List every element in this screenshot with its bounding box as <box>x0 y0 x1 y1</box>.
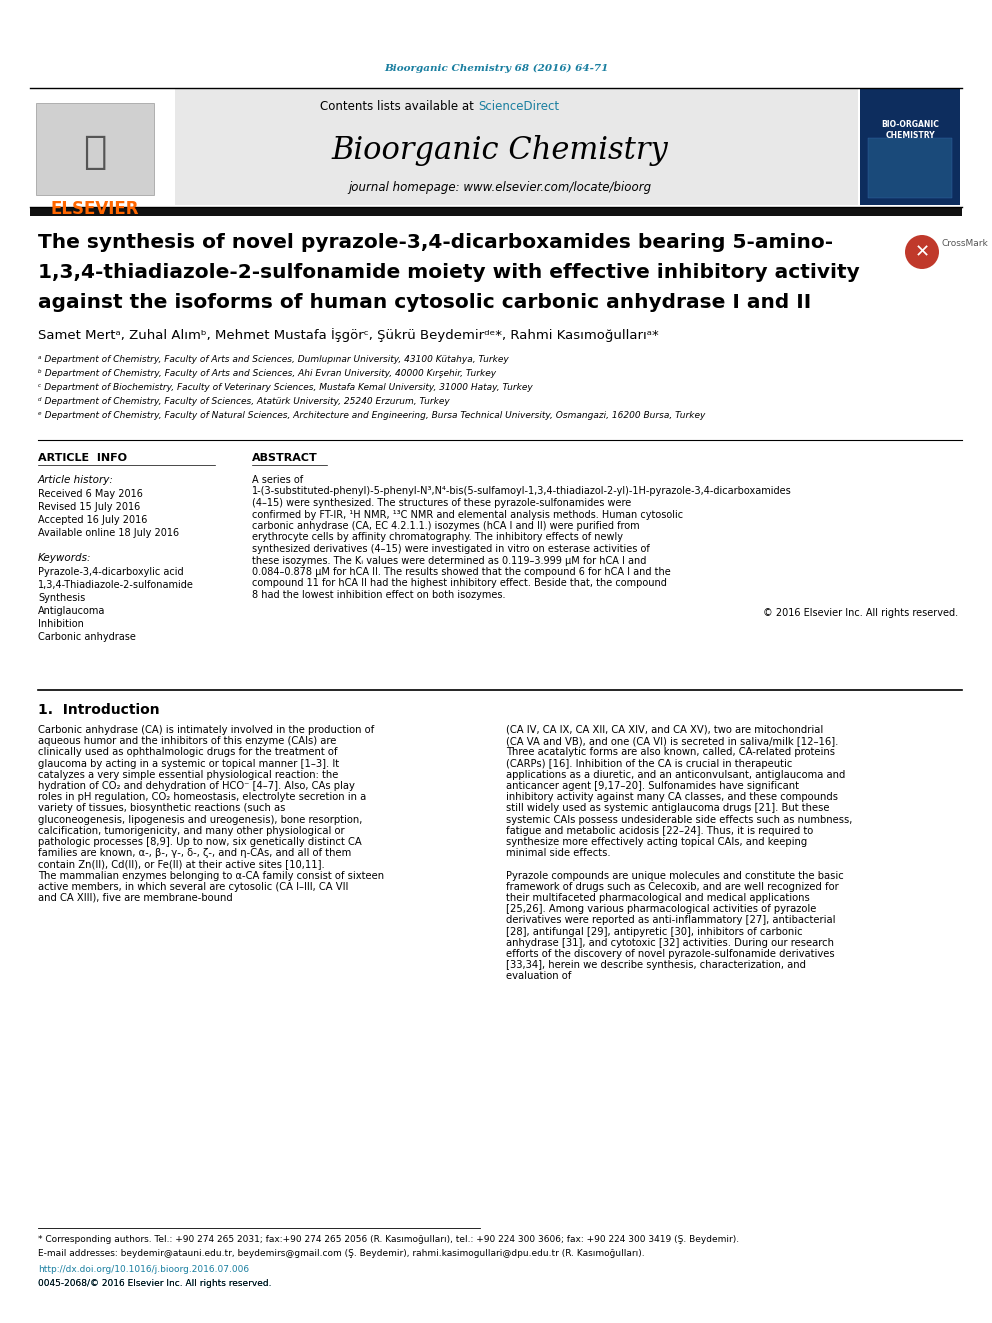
Text: active members, in which several are cytosolic (CA I–III, CA VII: active members, in which several are cyt… <box>38 882 348 892</box>
Text: © 2016 Elsevier Inc. All rights reserved.: © 2016 Elsevier Inc. All rights reserved… <box>763 607 958 618</box>
Text: Synthesis: Synthesis <box>38 593 85 603</box>
Text: * Corresponding authors. Tel.: +90 274 265 2031; fax:+90 274 265 2056 (R. Kasımo: * Corresponding authors. Tel.: +90 274 2… <box>38 1236 739 1245</box>
Text: minimal side effects.: minimal side effects. <box>506 848 611 859</box>
Text: synthesized derivatives (4–15) were investigated in vitro on esterase activities: synthesized derivatives (4–15) were inve… <box>252 544 650 554</box>
Text: Keywords:: Keywords: <box>38 553 91 564</box>
Text: 1,3,4-thiadiazole-2-sulfonamide moiety with effective inhibitory activity: 1,3,4-thiadiazole-2-sulfonamide moiety w… <box>38 262 860 282</box>
Text: ᵈ Department of Chemistry, Faculty of Sciences, Atatürk University, 25240 Erzuru: ᵈ Department of Chemistry, Faculty of Sc… <box>38 397 449 406</box>
Text: ScienceDirect: ScienceDirect <box>478 99 559 112</box>
Text: and CA XIII), five are membrane-bound: and CA XIII), five are membrane-bound <box>38 893 233 904</box>
Text: contain Zn(II), Cd(II), or Fe(II) at their active sites [10,11].: contain Zn(II), Cd(II), or Fe(II) at the… <box>38 860 324 869</box>
Text: compound 11 for hCA II had the highest inhibitory effect. Beside that, the compo: compound 11 for hCA II had the highest i… <box>252 578 667 589</box>
Text: [33,34], herein we describe synthesis, characterization, and: [33,34], herein we describe synthesis, c… <box>506 960 806 970</box>
Text: derivatives were reported as anti-inflammatory [27], antibacterial: derivatives were reported as anti-inflam… <box>506 916 835 925</box>
Text: journal homepage: www.elsevier.com/locate/bioorg: journal homepage: www.elsevier.com/locat… <box>348 181 652 194</box>
Text: synthesize more effectively acting topical CAIs, and keeping: synthesize more effectively acting topic… <box>506 837 807 847</box>
Text: Inhibition: Inhibition <box>38 619 84 628</box>
Text: confirmed by FT-IR, ¹H NMR, ¹³C NMR and elemental analysis methods. Human cytoso: confirmed by FT-IR, ¹H NMR, ¹³C NMR and … <box>252 509 683 520</box>
Text: evaluation of: evaluation of <box>506 971 571 982</box>
Text: ELSEVIER: ELSEVIER <box>51 200 139 218</box>
Text: A series of: A series of <box>252 475 304 486</box>
Text: Bioorganic Chemistry 68 (2016) 64-71: Bioorganic Chemistry 68 (2016) 64-71 <box>384 64 608 73</box>
Text: ᵃ Department of Chemistry, Faculty of Arts and Sciences, Dumlupınar University, : ᵃ Department of Chemistry, Faculty of Ar… <box>38 356 509 365</box>
Text: Three acatalytic forms are also known, called, CA-related proteins: Three acatalytic forms are also known, c… <box>506 747 835 757</box>
Text: Article history:: Article history: <box>38 475 114 486</box>
Text: anticancer agent [9,17–20]. Sulfonamides have significant: anticancer agent [9,17–20]. Sulfonamides… <box>506 781 799 791</box>
Bar <box>858 89 962 205</box>
Text: gluconeogenesis, lipogenesis and ureogenesis), bone resorption,: gluconeogenesis, lipogenesis and ureogen… <box>38 815 362 824</box>
Text: 0.084–0.878 μM for hCA II. The results showed that the compound 6 for hCA I and : 0.084–0.878 μM for hCA II. The results s… <box>252 568 671 577</box>
Text: these isozymes. The Kᵢ values were determined as 0.119–3.999 μM for hCA I and: these isozymes. The Kᵢ values were deter… <box>252 556 647 565</box>
Text: 8 had the lowest inhibition effect on both isozymes.: 8 had the lowest inhibition effect on bo… <box>252 590 506 601</box>
Circle shape <box>905 235 939 269</box>
Bar <box>36 103 154 194</box>
Text: The mammalian enzymes belonging to α-CA family consist of sixteen: The mammalian enzymes belonging to α-CA … <box>38 871 384 881</box>
Text: Pyrazole-3,4-dicarboxylic acid: Pyrazole-3,4-dicarboxylic acid <box>38 568 184 577</box>
Text: anhydrase [31], and cytotoxic [32] activities. During our research: anhydrase [31], and cytotoxic [32] activ… <box>506 938 834 947</box>
Text: Bioorganic Chemistry: Bioorganic Chemistry <box>331 135 669 165</box>
Text: fatigue and metabolic acidosis [22–24]. Thus, it is required to: fatigue and metabolic acidosis [22–24]. … <box>506 826 813 836</box>
Text: Received 6 May 2016: Received 6 May 2016 <box>38 490 143 499</box>
Bar <box>30 89 175 205</box>
Text: Samet Mertᵃ, Zuhal Alımᵇ, Mehmet Mustafa İşgörᶜ, Şükrü Beydemirᵈᵉ*, Rahmi Kasımo: Samet Mertᵃ, Zuhal Alımᵇ, Mehmet Mustafa… <box>38 328 659 341</box>
Bar <box>30 206 962 216</box>
Text: 0045-2068/© 2016 Elsevier Inc. All rights reserved.: 0045-2068/© 2016 Elsevier Inc. All right… <box>38 1278 272 1287</box>
Text: (CA VA and VB), and one (CA VI) is secreted in saliva/milk [12–16].: (CA VA and VB), and one (CA VI) is secre… <box>506 736 838 746</box>
Text: glaucoma by acting in a systemic or topical manner [1–3]. It: glaucoma by acting in a systemic or topi… <box>38 758 339 769</box>
Text: roles in pH regulation, CO₂ homeostasis, electrolyte secretion in a: roles in pH regulation, CO₂ homeostasis,… <box>38 792 366 802</box>
Text: BIO-ORGANIC
CHEMISTRY: BIO-ORGANIC CHEMISTRY <box>881 120 939 140</box>
Text: aqueous humor and the inhibitors of this enzyme (CAIs) are: aqueous humor and the inhibitors of this… <box>38 736 336 746</box>
Text: 1-(3-substituted-phenyl)-5-phenyl-N³,N⁴-bis(5-sulfamoyl-1,3,4-thiadiazol-2-yl)-1: 1-(3-substituted-phenyl)-5-phenyl-N³,N⁴-… <box>252 487 792 496</box>
Text: catalyzes a very simple essential physiological reaction: the: catalyzes a very simple essential physio… <box>38 770 338 779</box>
Text: pathologic processes [8,9]. Up to now, six genetically distinct CA: pathologic processes [8,9]. Up to now, s… <box>38 837 362 847</box>
Text: 1.  Introduction: 1. Introduction <box>38 703 160 717</box>
Text: 1,3,4-Thiadiazole-2-sulfonamide: 1,3,4-Thiadiazole-2-sulfonamide <box>38 579 193 590</box>
Text: Pyrazole compounds are unique molecules and constitute the basic: Pyrazole compounds are unique molecules … <box>506 871 844 881</box>
Text: families are known, α-, β-, γ-, δ-, ζ-, and η-CAs, and all of them: families are known, α-, β-, γ-, δ-, ζ-, … <box>38 848 351 859</box>
Text: ᵇ Department of Chemistry, Faculty of Arts and Sciences, Ahi Evran University, 4: ᵇ Department of Chemistry, Faculty of Ar… <box>38 369 496 378</box>
Text: their multifaceted pharmacological and medical applications: their multifaceted pharmacological and m… <box>506 893 809 904</box>
Text: hydration of CO₂ and dehydration of HCO⁻ [4–7]. Also, CAs play: hydration of CO₂ and dehydration of HCO⁻… <box>38 781 355 791</box>
Text: systemic CAIs possess undesiderable side effects such as numbness,: systemic CAIs possess undesiderable side… <box>506 815 852 824</box>
Text: Carbonic anhydrase: Carbonic anhydrase <box>38 632 136 642</box>
Text: ✕: ✕ <box>915 243 930 261</box>
Text: E-mail addresses: beydemir@atauni.edu.tr, beydemirs@gmail.com (Ş. Beydemir), rah: E-mail addresses: beydemir@atauni.edu.tr… <box>38 1249 645 1257</box>
Text: ᵉ Department of Chemistry, Faculty of Natural Sciences, Architecture and Enginee: ᵉ Department of Chemistry, Faculty of Na… <box>38 411 705 421</box>
Text: framework of drugs such as Celecoxib, and are well recognized for: framework of drugs such as Celecoxib, an… <box>506 882 839 892</box>
Text: variety of tissues, biosynthetic reactions (such as: variety of tissues, biosynthetic reactio… <box>38 803 286 814</box>
Text: inhibitory activity against many CA classes, and these compounds: inhibitory activity against many CA clas… <box>506 792 838 802</box>
Text: [25,26]. Among various pharmacological activities of pyrazole: [25,26]. Among various pharmacological a… <box>506 904 816 914</box>
Text: (CA IV, CA IX, CA XII, CA XIV, and CA XV), two are mitochondrial: (CA IV, CA IX, CA XII, CA XIV, and CA XV… <box>506 725 823 736</box>
Text: CrossMark: CrossMark <box>942 239 989 249</box>
Text: erythrocyte cells by affinity chromatography. The inhibitory effects of newly: erythrocyte cells by affinity chromatogr… <box>252 532 623 542</box>
Text: The synthesis of novel pyrazole-3,4-dicarboxamides bearing 5-amino-: The synthesis of novel pyrazole-3,4-dica… <box>38 233 833 251</box>
Text: Revised 15 July 2016: Revised 15 July 2016 <box>38 501 140 512</box>
Text: 0045-2068/© 2016 Elsevier Inc. All rights reserved.: 0045-2068/© 2016 Elsevier Inc. All right… <box>38 1278 272 1287</box>
Bar <box>868 138 952 198</box>
Bar <box>860 89 960 205</box>
Text: Contents lists available at: Contents lists available at <box>320 99 478 112</box>
Text: [28], antifungal [29], antipyretic [30], inhibitors of carbonic: [28], antifungal [29], antipyretic [30],… <box>506 926 803 937</box>
Text: http://dx.doi.org/10.1016/j.bioorg.2016.07.006: http://dx.doi.org/10.1016/j.bioorg.2016.… <box>38 1266 249 1274</box>
Text: still widely used as systemic antiglaucoma drugs [21]. But these: still widely used as systemic antiglauco… <box>506 803 829 814</box>
Text: Available online 18 July 2016: Available online 18 July 2016 <box>38 528 180 538</box>
Text: Antiglaucoma: Antiglaucoma <box>38 606 105 617</box>
Text: ᶜ Department of Biochemistry, Faculty of Veterinary Sciences, Mustafa Kemal Univ: ᶜ Department of Biochemistry, Faculty of… <box>38 384 533 393</box>
Text: (4–15) were synthesized. The structures of these pyrazole-sulfonamides were: (4–15) were synthesized. The structures … <box>252 497 631 508</box>
Text: Accepted 16 July 2016: Accepted 16 July 2016 <box>38 515 148 525</box>
Text: (CARPs) [16]. Inhibition of the CA is crucial in therapeutic: (CARPs) [16]. Inhibition of the CA is cr… <box>506 758 793 769</box>
Text: carbonic anhydrase (CA, EC 4.2.1.1.) isozymes (hCA I and II) were purified from: carbonic anhydrase (CA, EC 4.2.1.1.) iso… <box>252 521 640 531</box>
Text: 🌳: 🌳 <box>83 134 107 171</box>
Text: Carbonic anhydrase (CA) is intimately involved in the production of: Carbonic anhydrase (CA) is intimately in… <box>38 725 374 736</box>
Text: clinically used as ophthalmologic drugs for the treatment of: clinically used as ophthalmologic drugs … <box>38 747 337 757</box>
Text: against the isoforms of human cytosolic carbonic anhydrase I and II: against the isoforms of human cytosolic … <box>38 292 811 311</box>
Text: ARTICLE  INFO: ARTICLE INFO <box>38 452 127 463</box>
Text: calcification, tumorigenicity, and many other physiological or: calcification, tumorigenicity, and many … <box>38 826 344 836</box>
Text: applications as a diuretic, and an anticonvulsant, antiglaucoma and: applications as a diuretic, and an antic… <box>506 770 845 779</box>
Text: efforts of the discovery of novel pyrazole-sulfonamide derivatives: efforts of the discovery of novel pyrazo… <box>506 949 834 959</box>
Bar <box>30 89 962 205</box>
Text: ABSTRACT: ABSTRACT <box>252 452 317 463</box>
